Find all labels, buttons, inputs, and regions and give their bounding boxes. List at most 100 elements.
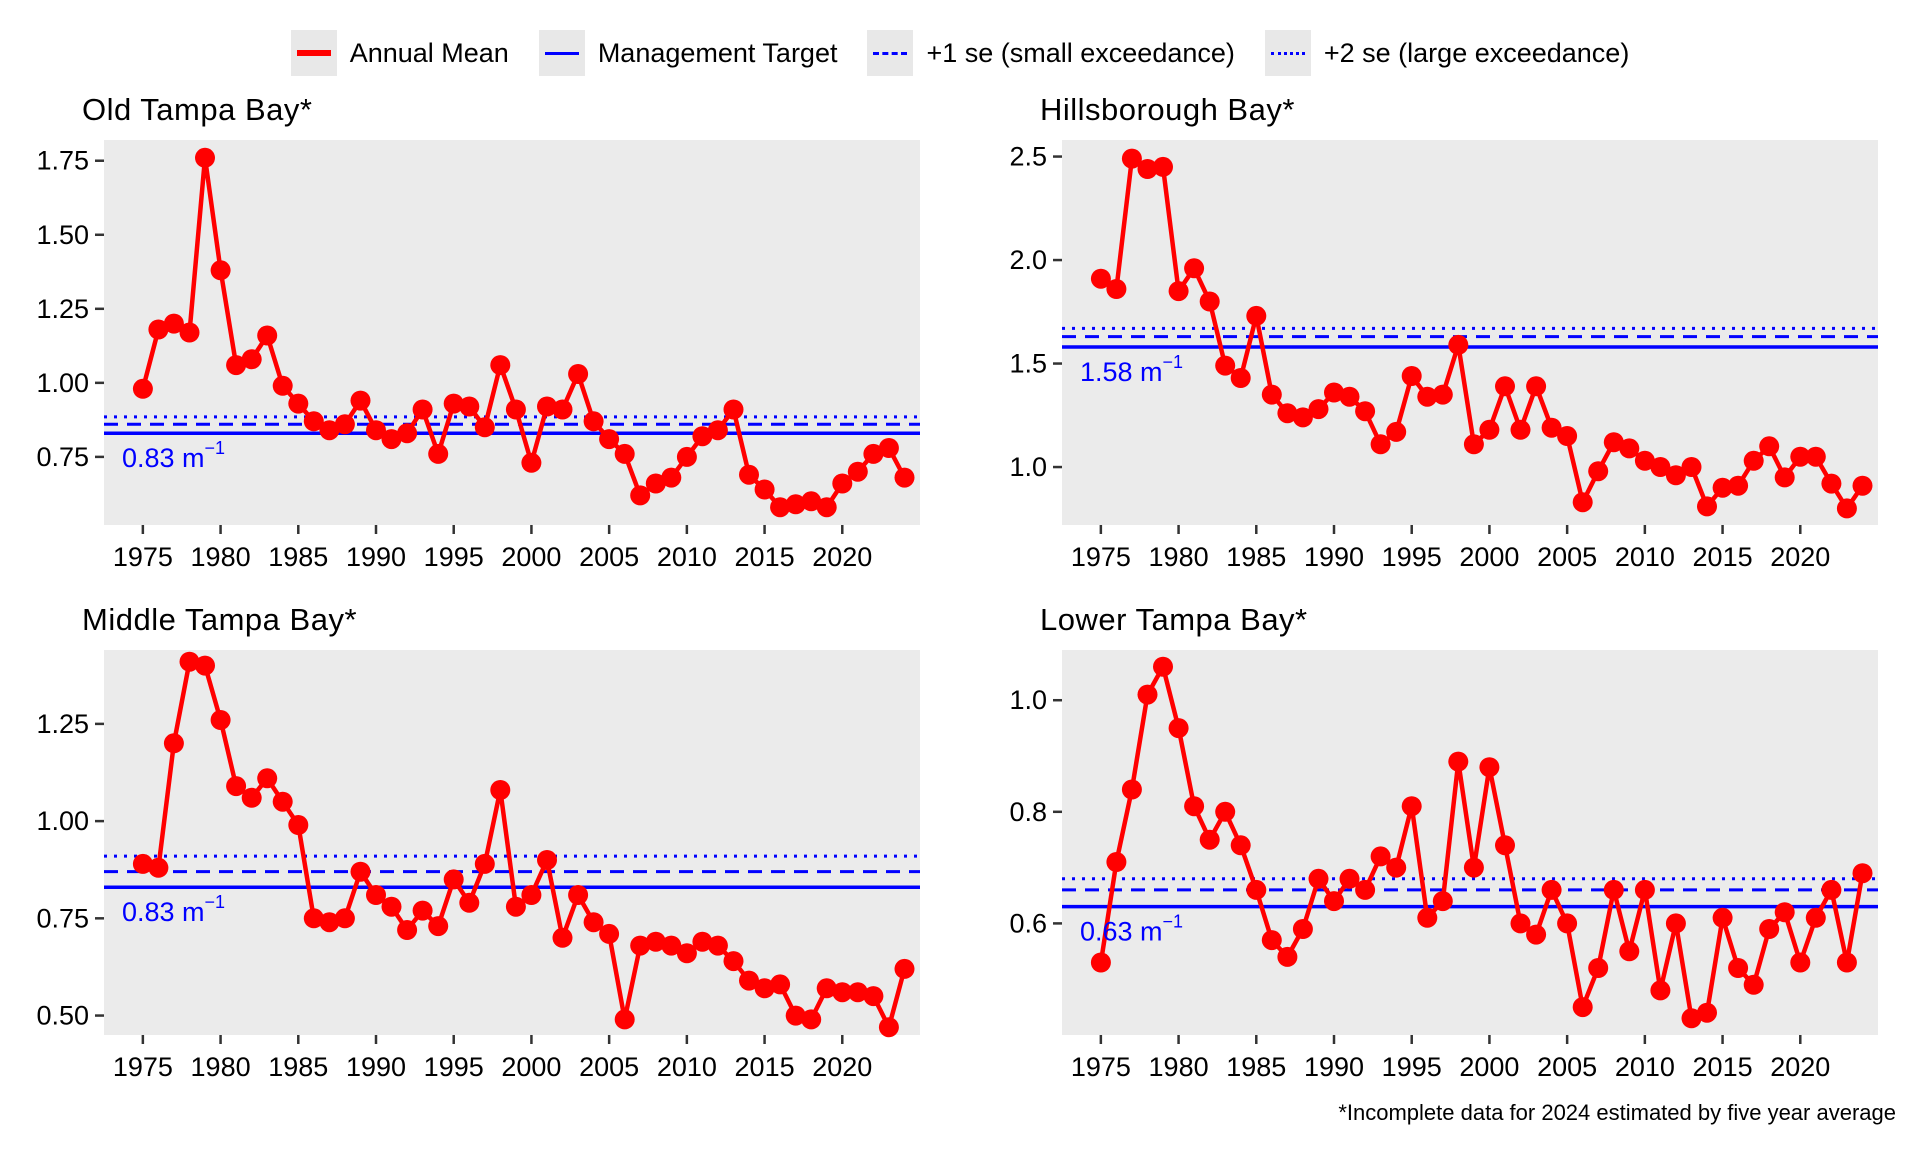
data-point [1324,891,1344,912]
data-point [319,912,340,933]
data-point [894,958,915,979]
data-point [1712,477,1733,498]
data-point [1292,919,1313,939]
data-point [1603,432,1624,453]
data-point [832,473,853,494]
data-point [334,908,355,929]
x-tick-label: 2000 [1459,1052,1519,1082]
data-point [568,885,589,905]
data-point [1401,796,1422,817]
data-point [1339,868,1360,889]
data-point [537,396,557,417]
x-tick-label: 2005 [1537,1052,1597,1082]
data-point [801,1009,822,1030]
data-point [1215,801,1236,822]
data-point [1572,997,1593,1018]
data-point [443,393,464,414]
data-point [1852,863,1873,884]
data-point [630,485,651,506]
data-point [1432,384,1453,405]
data-point [428,916,449,937]
x-tick-label: 2020 [812,1052,872,1082]
data-point [1650,980,1671,1001]
data-point [1184,258,1205,279]
data-point [847,982,868,1003]
x-tick-label: 1985 [1226,1052,1286,1082]
x-tick-label: 2010 [1615,1052,1675,1082]
data-point [1448,334,1469,355]
data-point [1603,879,1624,900]
data-point [645,473,666,494]
x-tick-label: 2015 [1693,542,1753,572]
footnote: *Incomplete data for 2024 estimated by f… [1338,1100,1896,1125]
panel-lower-tampa-bay: Lower Tampa Bay* 1975 1980 1985 1990 1995 200… [982,594,1892,1100]
legend-item-plus-1se: +1 se (small exceedance) [867,30,1235,76]
x-tick-label: 2015 [735,542,795,572]
data-point [272,791,293,812]
data-point [1230,368,1251,388]
data-point [1448,751,1469,772]
target-value-label: 0.63 m−1 [1080,912,1183,947]
annual-mean-line-key-icon [290,30,337,76]
x-tick-label: 2010 [1615,542,1675,572]
y-tick-label: 1.25 [36,709,89,739]
data-point [195,655,215,676]
data-point [397,423,418,444]
data-point [832,982,853,1003]
data-point [1743,974,1764,995]
x-tick-label: 1985 [268,542,328,572]
data-point [1479,757,1500,778]
data-point [1681,1008,1702,1029]
y-tick-label: 1.0 [1009,685,1047,715]
data-point [474,417,495,438]
data-point [1121,779,1142,800]
y-tick-label: 1.00 [36,806,89,836]
data-point [1712,907,1733,928]
data-point [1199,829,1220,850]
data-point [692,931,713,952]
data-point [210,710,231,730]
data-point [1541,417,1562,438]
data-point [645,931,666,952]
x-tick-label: 1980 [191,542,251,572]
data-point [490,355,511,376]
data-point [599,429,620,450]
panel-title: Lower Tampa Bay* [1040,602,1308,637]
y-tick-label: 2.0 [1009,245,1047,275]
data-point [1184,796,1205,817]
data-point [1774,467,1795,488]
data-point [723,399,744,420]
x-tick-label: 2010 [657,542,717,572]
target-value-label: 0.83 m−1 [122,892,225,927]
data-point [1821,879,1842,900]
target-value-label: 0.83 m−1 [122,438,225,473]
data-point [1557,426,1578,446]
data-point [1168,718,1189,739]
data-point [303,908,324,929]
y-tick-label: 1.0 [1009,452,1047,482]
data-point [552,399,573,420]
data-point [1277,946,1298,967]
data-point [676,446,697,467]
data-point [676,943,697,964]
legend-label: Management Target [597,37,838,68]
data-point [288,393,309,414]
data-point [1308,399,1329,420]
data-point [1805,907,1826,928]
data-point [878,438,899,458]
data-point [1090,268,1111,289]
data-point [878,1017,899,1038]
chart-svg: 1975 1980 1985 1990 1995 2000 2005 2010 2015 2020… [36,140,920,572]
data-point [412,399,433,420]
data-point [1743,450,1764,471]
x-tick-label: 2020 [1770,1052,1830,1082]
x-tick-label: 1975 [1071,542,1131,572]
y-tick-label: 1.5 [1009,349,1047,379]
data-point [1495,376,1515,397]
x-tick-label: 1995 [1382,542,1442,572]
data-point [1665,913,1686,934]
data-point [163,313,184,334]
data-point [1836,498,1857,519]
data-point [412,900,433,921]
legend-label: +1 se (small exceedance) [926,37,1235,68]
